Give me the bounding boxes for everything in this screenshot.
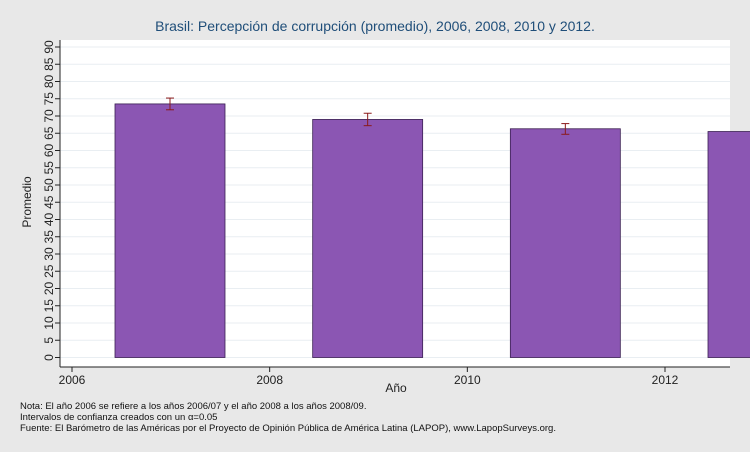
y-tick-label: 40 [42, 213, 56, 227]
y-tick-label: 75 [42, 92, 56, 106]
y-tick-label: 35 [42, 230, 56, 244]
bar-2012 [707, 131, 750, 358]
y-tick-label: 90 [42, 40, 56, 54]
note-line: Intervalos de confianza creados con un α… [20, 412, 218, 423]
y-tick-label: 5 [42, 337, 56, 344]
y-tick-label: 30 [42, 247, 56, 261]
y-tick-label: 55 [42, 161, 56, 175]
note-line: Fuente: El Barómetro de las Américas por… [20, 423, 556, 434]
x-tick-labels: 2006 2008 2010 2012 [59, 373, 679, 387]
bar-2010 [509, 128, 621, 358]
bar-2006 [114, 103, 226, 358]
x-tick-label: 2010 [454, 373, 481, 387]
x-tick-label: 2008 [256, 373, 283, 387]
y-tick-label: 80 [42, 75, 56, 89]
bars [114, 103, 750, 358]
error-bar-2010 [561, 123, 570, 135]
y-tick-label: 20 [42, 282, 56, 296]
y-tick-label: 70 [42, 109, 56, 123]
y-tick-label: 60 [42, 144, 56, 158]
error-bar-2008 [363, 112, 372, 127]
note-line: Nota: El año 2006 se refiere a los años … [20, 401, 367, 412]
bar-2008 [312, 119, 424, 358]
x-axis-label: Año [385, 381, 407, 395]
y-axis-label: Promedio [20, 176, 34, 228]
x-tick-label: 2012 [652, 373, 679, 387]
y-tick-label: 65 [42, 126, 56, 140]
error-bar-2006 [166, 97, 174, 111]
y-tick-labels: 0 5 10 15 20 25 30 35 40 45 50 55 60 65 70 75 80 85 90 [42, 40, 56, 361]
y-tick-label: 85 [42, 57, 56, 71]
chart-title: Brasil: Percepción de corrupción (promed… [155, 18, 595, 34]
x-tick-label: 2006 [59, 373, 86, 387]
y-tick-label: 0 [42, 354, 56, 361]
error-bars [166, 97, 570, 135]
chart-notes: Nota: El año 2006 se refiere a los años … [20, 401, 740, 434]
y-tick-label: 15 [42, 299, 56, 313]
y-tick-label: 10 [42, 316, 56, 330]
axes [55, 40, 730, 372]
y-tick-label: 50 [42, 178, 56, 192]
y-tick-label: 25 [42, 264, 56, 278]
y-tick-label: 45 [42, 195, 56, 209]
